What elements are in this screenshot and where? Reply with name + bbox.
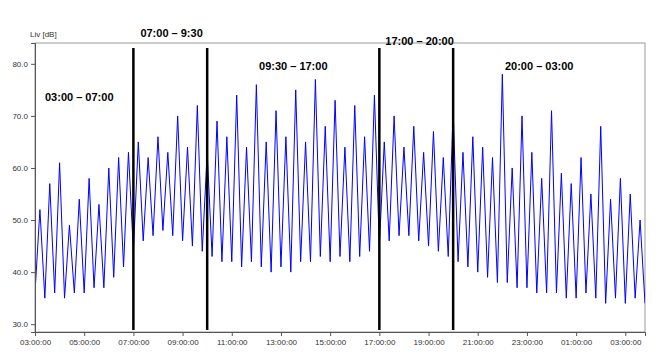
period-separator [206, 48, 209, 330]
period-separator [378, 48, 381, 330]
x-tick-mark [625, 332, 626, 336]
x-tick: 11:00:00 [217, 332, 248, 347]
x-tick: 17:00:00 [364, 332, 396, 347]
periods: 03:00 – 07:00 07:00 – 9:30 09:30 – 17:00 17… [45, 27, 573, 330]
y-tick: 70.0 [12, 112, 35, 121]
x-tick-mark [429, 332, 430, 336]
period-label: 17:00 – 20:00 [385, 35, 454, 47]
x-tick-mark [527, 332, 528, 336]
period-label: 07:00 – 9:30 [140, 27, 202, 39]
x-tick: 19:00:00 [413, 332, 445, 347]
x-tick-label: 23:00:00 [512, 338, 544, 347]
x-tick: 21:00:00 [463, 332, 495, 347]
x-tick: 13:00:00 [266, 332, 298, 347]
y-tick-label: 50.0 [12, 216, 28, 225]
plot-area [35, 74, 645, 303]
x-tick-mark [478, 332, 479, 336]
y-tick: 50.0 [12, 216, 35, 225]
y-tick-label: 30.0 [12, 320, 28, 329]
x-tick-mark [330, 332, 331, 336]
x-tick-label: 21:00:00 [463, 338, 495, 347]
y-tick-mark [31, 168, 35, 169]
x-tick-label: 13:00:00 [266, 338, 298, 347]
period-label: 09:30 – 17:00 [259, 60, 328, 72]
x-axis: 03:00:00 05:00:00 07:00:00 09:00:00 11:00:00… [20, 332, 646, 347]
x-tick-mark [183, 332, 184, 336]
x-tick-label: 05:00:00 [69, 338, 101, 347]
y-tick: 80.0 [12, 60, 35, 69]
y-tick-label: 60.0 [12, 164, 28, 173]
period-label: 20:00 – 03:00 [505, 60, 574, 72]
x-tick-label: 19:00:00 [413, 338, 445, 347]
x-tick: 23:00:00 [512, 332, 544, 347]
period-label: 03:00 – 07:00 [45, 91, 114, 103]
x-tick: 03:00:00 [610, 332, 642, 347]
y-tick-mark [31, 272, 35, 273]
x-tick: 15:00:00 [315, 332, 347, 347]
x-tick: 01:00:00 [561, 332, 593, 347]
x-tick-mark [84, 332, 85, 336]
y-tick-mark [31, 324, 35, 325]
y-tick: 30.0 [12, 320, 35, 329]
x-tick-label: 17:00:00 [364, 338, 396, 347]
period-separator [132, 48, 135, 330]
x-axis-line [36, 333, 646, 337]
x-tick: 07:00:00 [118, 332, 150, 347]
noise-level-line [35, 74, 645, 303]
x-tick-label: 03:00:00 [20, 338, 52, 347]
y-axis-line [31, 44, 36, 333]
x-tick-label: 09:00:00 [168, 338, 200, 347]
x-tick: 09:00:00 [168, 332, 200, 347]
y-tick-mark [31, 64, 35, 65]
chart: 03:00:00 05:00:00 07:00:00 09:00:00 11:00:00… [0, 0, 668, 363]
y-axis: 30.0 40.0 50.0 60.0 70.0 80.0 [12, 44, 35, 333]
y-tick: 60.0 [12, 164, 35, 173]
x-tick-label: 07:00:00 [118, 338, 150, 347]
plot-frame [35, 43, 645, 332]
y-axis-title: Liv [dB] [30, 30, 57, 39]
x-tick-label: 03:00:00 [610, 338, 642, 347]
x-tick-mark [133, 332, 134, 336]
x-tick-mark [281, 332, 282, 336]
period-separator [452, 48, 455, 330]
x-tick-mark [576, 332, 577, 336]
x-tick-mark [232, 332, 233, 336]
x-tick: 05:00:00 [69, 332, 101, 347]
x-tick: 03:00:00 [20, 332, 52, 347]
y-tick: 40.0 [12, 268, 35, 277]
y-tick-label: 40.0 [12, 268, 28, 277]
x-tick-label: 15:00:00 [315, 338, 347, 347]
y-tick-mark [31, 220, 35, 221]
y-tick-label: 70.0 [12, 112, 28, 121]
x-tick-label: 11:00:00 [217, 338, 248, 347]
x-tick-mark [379, 332, 380, 336]
x-tick-label: 01:00:00 [561, 338, 593, 347]
y-tick-mark [31, 116, 35, 117]
y-tick-label: 80.0 [12, 60, 28, 69]
